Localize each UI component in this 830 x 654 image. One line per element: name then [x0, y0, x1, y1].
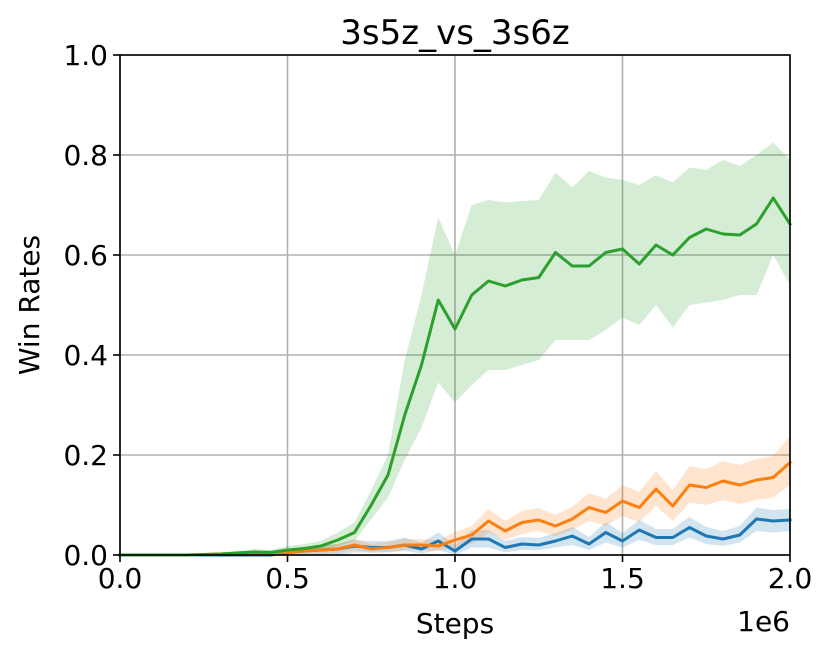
y-tick-label: 0.8: [63, 139, 108, 172]
confidence-bands: [120, 142, 790, 555]
x-tick-label: 2.0: [768, 562, 813, 595]
series-1-band: [120, 507, 790, 555]
y-tick-label: 1.0: [63, 39, 108, 72]
y-tick-label: 0.4: [63, 339, 108, 372]
x-tick-label: 0.0: [98, 562, 143, 595]
axis-ticks: 0.0 0.5 1.0 1.5 2.0 0.0 0.2 0.4 0.6 0.8 1.0: [63, 39, 812, 595]
x-offset-label: 1e6: [737, 605, 790, 638]
y-tick-label: 0.0: [63, 539, 108, 572]
series-2-band: [120, 436, 790, 555]
x-tick-label: 1.5: [600, 562, 645, 595]
series-3-line: [118, 196, 793, 557]
y-tick-label: 0.2: [63, 439, 108, 472]
series-3-band: [120, 142, 790, 555]
x-axis-label: Steps: [416, 607, 494, 640]
x-tick-label: 0.5: [265, 562, 310, 595]
y-axis-label: Win Rates: [13, 235, 46, 375]
y-tick-label: 0.6: [63, 239, 108, 272]
x-tick-label: 1.0: [433, 562, 478, 595]
chart-title: 3s5z_vs_3s6z: [340, 13, 569, 53]
